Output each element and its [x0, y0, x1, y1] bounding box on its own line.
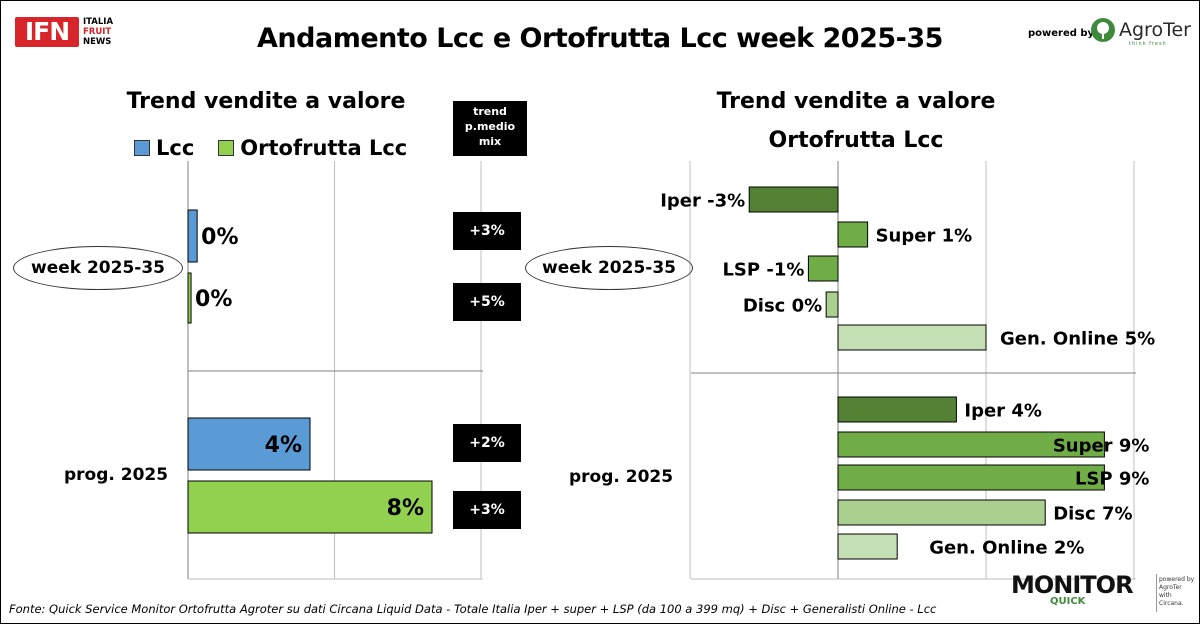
ifn-word-news: NEWS: [83, 37, 112, 47]
agroter-tagline: think fresh: [1129, 41, 1167, 47]
monitor-side-credits: powered by AgroTer with Circana.: [1159, 576, 1195, 608]
trend-header-line-3: mix: [478, 135, 502, 148]
bar-label-week-iper: Iper -3%: [660, 191, 745, 212]
bar-week-lsp: [807, 255, 839, 282]
agroter-tree-icon: [1091, 18, 1115, 42]
ifn-logo: IFN ITALIA FRUIT NEWS: [15, 15, 125, 49]
bar-prog-lcc: [187, 417, 311, 471]
bar-week-iper: [748, 186, 839, 213]
bar-prog-online: [837, 533, 898, 560]
monitor-quick-label: QUICK: [1050, 596, 1086, 607]
right-group-label-prog: prog. 2025: [569, 467, 674, 487]
bar-prog-disc: [837, 499, 1046, 526]
monitor-logo: MONITOR: [1011, 571, 1134, 599]
bar-week-disc: [825, 291, 839, 318]
right-chart-title-line-2: Ortofrutta Lcc: [768, 128, 944, 153]
bar-prog-iper: [837, 396, 957, 423]
bar-week-super: [837, 221, 869, 248]
ifn-word-italia: ITALIA: [83, 17, 114, 27]
legend-label-lcc: Lcc: [156, 136, 195, 160]
right-chart-title-line-1: Trend vendite a valore: [716, 89, 996, 114]
legend-swatch-ortofrutta: [218, 140, 235, 156]
page-title: Andamento Lcc e Ortofrutta Lcc week 2025…: [257, 23, 943, 54]
bar-label-week-online: Gen. Online 5%: [1000, 329, 1155, 350]
bar-week-online: [837, 324, 987, 351]
bar-label-week-ortofrutta: 0%: [195, 287, 232, 312]
monitor-divider: [1156, 574, 1157, 612]
bar-label-week-disc: Disc 0%: [743, 296, 822, 317]
bar-label-prog-ortofrutta: 8%: [387, 496, 424, 521]
source-footnote: Fonte: Quick Service Monitor Ortofrutta …: [9, 602, 937, 616]
legend-swatch-lcc: [134, 140, 150, 156]
bar-label-week-lsp: LSP -1%: [722, 260, 804, 281]
bar-label-prog-lcc: 4%: [265, 433, 302, 458]
right-group-label-week: week 2025-35: [525, 246, 693, 290]
bar-label-prog-iper: Iper 4%: [964, 401, 1042, 422]
monitor-side-line-2: AgroTer: [1159, 584, 1182, 591]
trend-badge-week-lcc: +3%: [453, 212, 521, 250]
bar-prog-lsp: [837, 464, 1105, 491]
ifn-words: ITALIA FRUIT NEWS: [83, 17, 113, 47]
agroter-name: AgroTer: [1119, 19, 1191, 41]
bar-label-prog-lsp: LSP 9%: [1075, 469, 1149, 490]
trend-column-header: trend p.medio mix: [453, 101, 527, 156]
bar-label-prog-online: Gen. Online 2%: [929, 538, 1084, 559]
powered-by-label: powered by: [1028, 28, 1095, 39]
monitor-side-line-3: with: [1159, 592, 1172, 599]
bar-week-lcc: [187, 209, 198, 263]
bar-label-prog-disc: Disc 7%: [1053, 504, 1132, 525]
left-group-label-prog: prog. 2025: [64, 465, 169, 485]
legend-label-ortofrutta: Ortofrutta Lcc: [240, 136, 408, 160]
ifn-mark: IFN: [15, 17, 79, 47]
legend-item-lcc: Lcc: [134, 136, 194, 160]
bar-prog-super: [837, 431, 1105, 458]
trend-badge-prog-lcc: +2%: [453, 424, 521, 462]
legend-item-ortofrutta: Ortofrutta Lcc: [218, 136, 407, 160]
left-group-label-week: week 2025-35: [13, 246, 183, 290]
left-chart-title: Trend vendite a valore: [126, 89, 406, 114]
trend-badge-prog-ortofrutta: +3%: [453, 491, 521, 529]
bar-label-prog-super: Super 9%: [1053, 436, 1150, 457]
bar-week-ortofrutta: [187, 272, 192, 324]
monitor-side-line-1: powered by: [1159, 576, 1195, 583]
trend-badge-week-ortofrutta: +5%: [453, 283, 521, 321]
legend: Lcc Ortofrutta Lcc: [134, 136, 431, 160]
trend-header-line-1: trend: [473, 105, 507, 118]
monitor-side-line-4: Circana.: [1159, 600, 1184, 607]
bar-label-week-super: Super 1%: [876, 226, 973, 247]
bar-label-week-lcc: 0%: [201, 225, 238, 250]
bar-prog-ortofrutta: [187, 480, 433, 534]
ifn-word-fruit: FRUIT: [83, 27, 112, 37]
trend-header-line-2: p.medio: [464, 120, 516, 133]
